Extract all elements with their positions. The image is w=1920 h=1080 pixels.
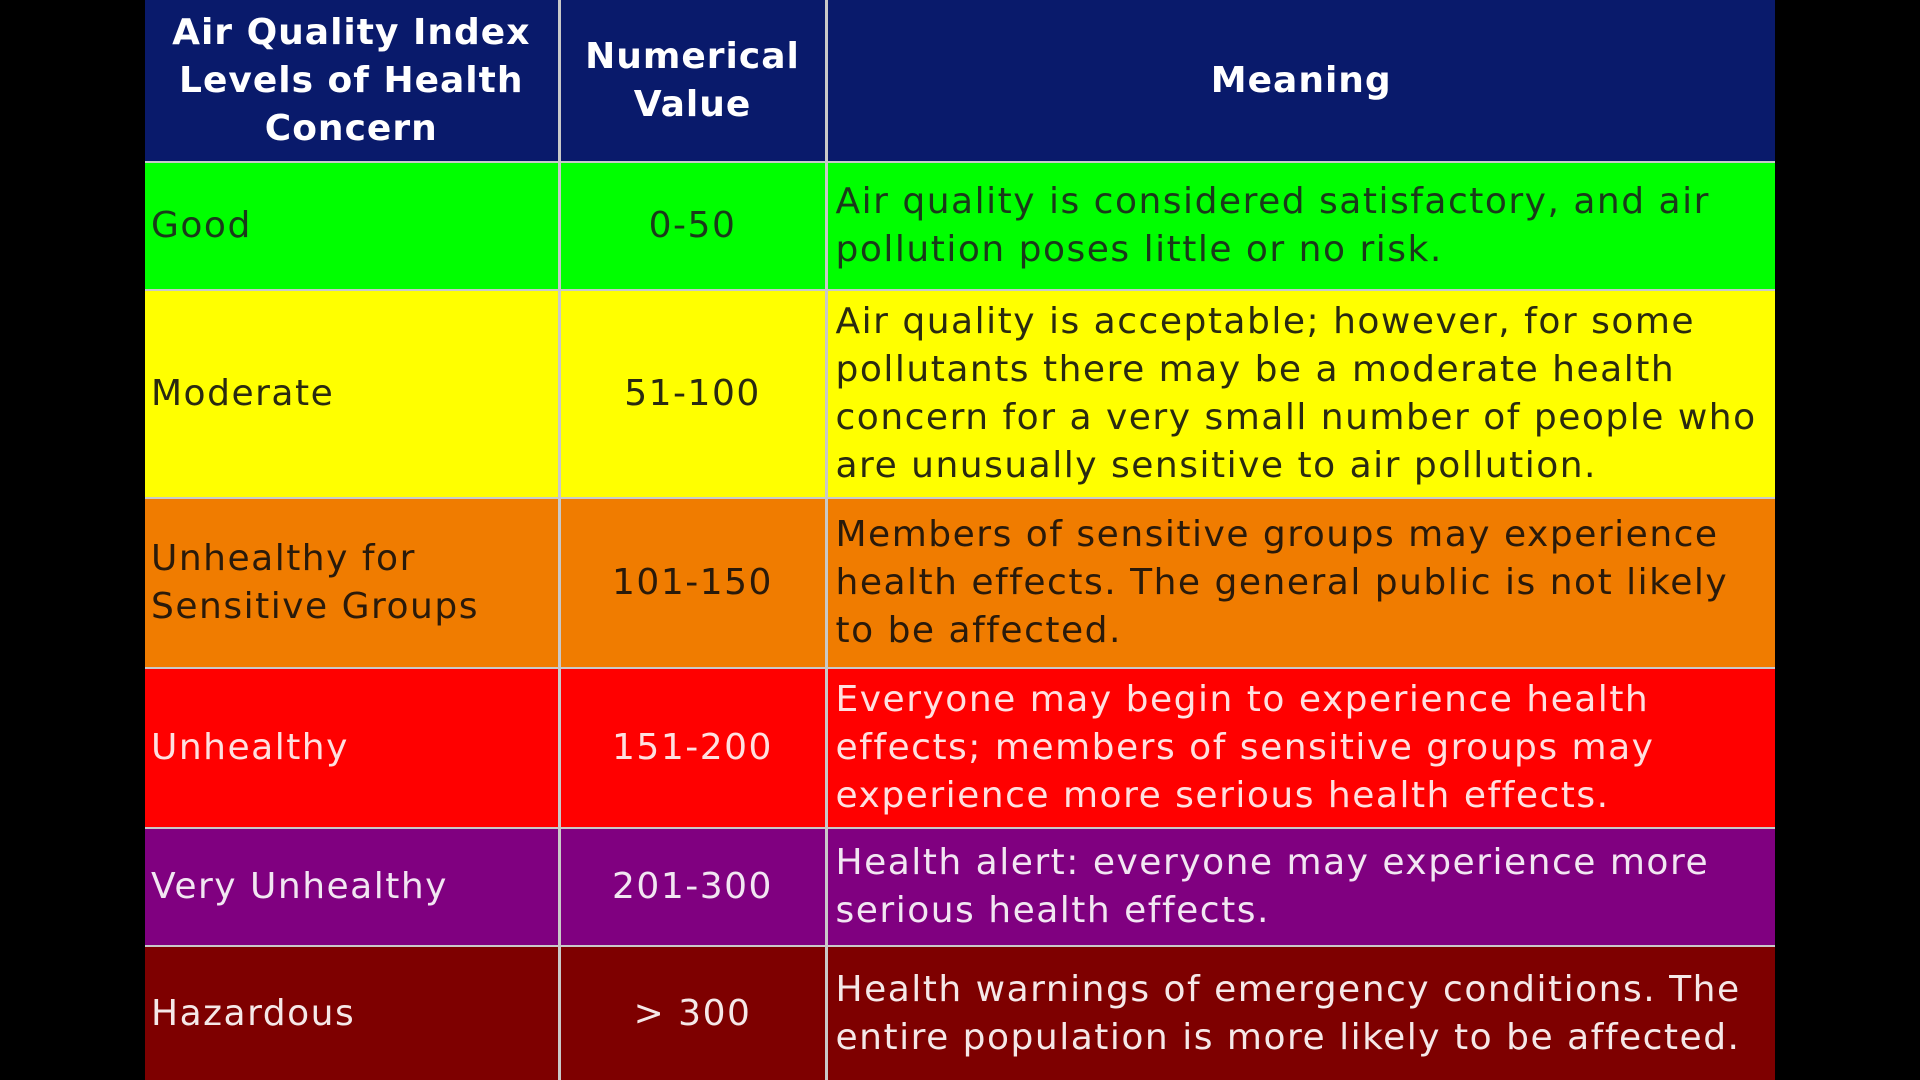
meaning-cell: Members of sensitive groups may experien…	[824, 497, 1775, 669]
table-row-moderate: Moderate 51-100 Air quality is acceptabl…	[145, 289, 1775, 499]
meaning-cell: Air quality is acceptable; however, for …	[824, 289, 1775, 499]
table-row-unhealthy: Unhealthy 151-200 Everyone may begin to …	[145, 667, 1775, 829]
header-meaning: Meaning	[824, 0, 1775, 163]
value-cell: 101-150	[557, 497, 828, 669]
aqi-table: Air Quality Index Levels of Health Conce…	[145, 0, 1775, 1080]
level-cell: Hazardous	[145, 945, 561, 1080]
level-cell: Unhealthy for Sensitive Groups	[145, 497, 561, 669]
header-level: Air Quality Index Levels of Health Conce…	[145, 0, 561, 163]
value-cell: 151-200	[557, 667, 828, 829]
level-cell: Moderate	[145, 289, 561, 499]
meaning-cell: Everyone may begin to experience health …	[824, 667, 1775, 829]
level-cell: Very Unhealthy	[145, 827, 561, 947]
table-row-unhealthy-sensitive: Unhealthy for Sensitive Groups 101-150 M…	[145, 497, 1775, 669]
value-cell: 0-50	[557, 161, 828, 291]
meaning-cell: Air quality is considered satisfactory, …	[824, 161, 1775, 291]
header-value: Numerical Value	[557, 0, 828, 163]
meaning-cell: Health alert: everyone may experience mo…	[824, 827, 1775, 947]
table-row-very-unhealthy: Very Unhealthy 201-300 Health alert: eve…	[145, 827, 1775, 947]
value-cell: 51-100	[557, 289, 828, 499]
table-row-hazardous: Hazardous > 300 Health warnings of emerg…	[145, 945, 1775, 1080]
meaning-cell: Health warnings of emergency conditions.…	[824, 945, 1775, 1080]
table-row-good: Good 0-50 Air quality is considered sati…	[145, 161, 1775, 291]
level-cell: Unhealthy	[145, 667, 561, 829]
value-cell: 201-300	[557, 827, 828, 947]
value-cell: > 300	[557, 945, 828, 1080]
table-header-row: Air Quality Index Levels of Health Conce…	[145, 0, 1775, 163]
level-cell: Good	[145, 161, 561, 291]
